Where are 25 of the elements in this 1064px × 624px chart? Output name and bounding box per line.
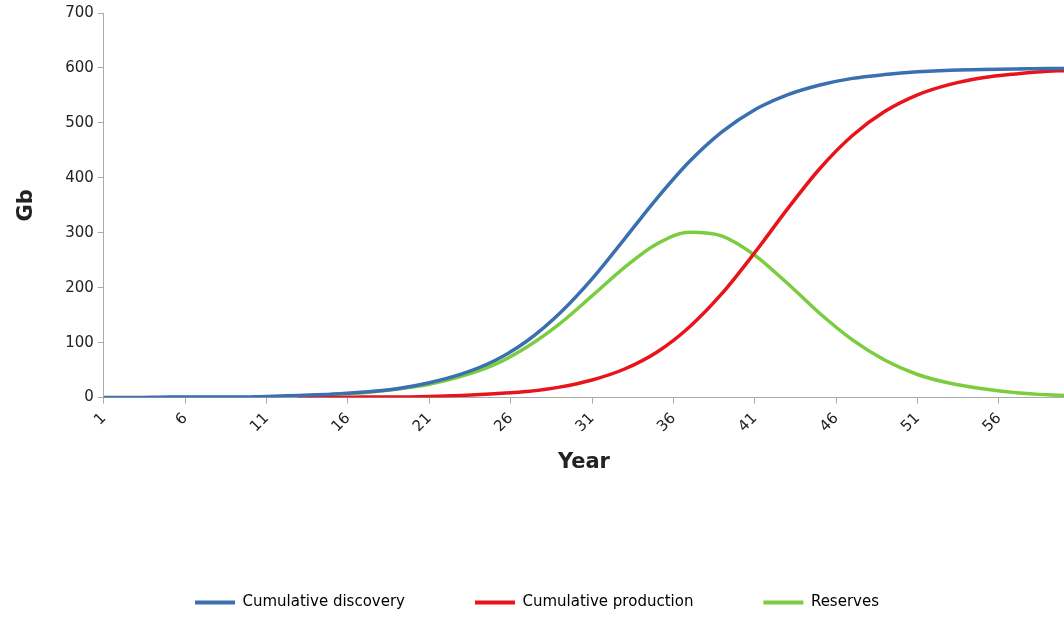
y-tick-label: 700 [65,2,94,21]
x-tick-label: 56 [978,408,1005,436]
y-axis-title: Gb [13,189,38,222]
x-tick-label: 31 [571,408,598,436]
x-tick-label: 21 [408,408,435,436]
x-tick-label: 51 [896,408,924,436]
x-tick-label: 46 [815,408,842,436]
y-tick-label: 400 [65,167,94,186]
legend-label: Cumulative production [522,592,694,611]
y-tick-label: 100 [65,332,94,351]
x-axis-title: Year [556,448,611,473]
y-tick-label: 600 [65,57,94,76]
x-tick-label: 11 [245,408,273,436]
y-tick-label: 0 [84,387,94,406]
x-tick-label: 1 [89,408,110,429]
y-tick-label: 200 [65,277,94,296]
y-tick-label: 300 [65,222,94,241]
x-tick-label: 16 [327,408,354,436]
x-tick-label: 6 [171,408,191,429]
y-tick-label: 500 [65,112,94,131]
x-tick-label: 41 [734,408,761,436]
legend-label: Reserves [810,592,880,611]
x-tick-label: 26 [490,408,517,436]
x-tick-label: 36 [652,408,679,436]
legend-label: Cumulative discovery [242,592,406,611]
